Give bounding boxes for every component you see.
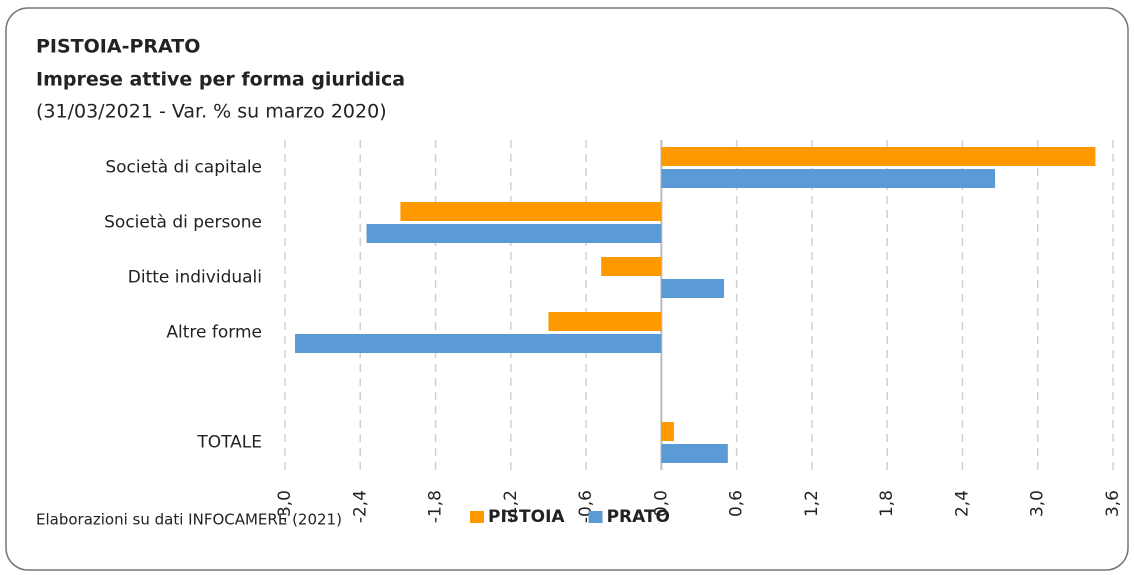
x-tick-label: 0,6 bbox=[727, 490, 747, 517]
bar bbox=[661, 169, 996, 188]
x-tick-label: 2,4 bbox=[952, 490, 972, 517]
x-tick-label: -2,4 bbox=[350, 490, 370, 523]
chart-caption: (31/03/2021 - Var. % su marzo 2020) bbox=[36, 101, 387, 123]
x-tick-label: 1,2 bbox=[802, 490, 822, 517]
x-tick-label: 0,0 bbox=[651, 490, 671, 517]
note: Elaborazioni su dati INFOCAMERE (2021) bbox=[36, 511, 342, 529]
x-tick-label: 3,6 bbox=[1103, 490, 1123, 517]
x-tick-label: -1,8 bbox=[426, 490, 446, 523]
x-tick-label: 1,8 bbox=[877, 490, 897, 517]
bar bbox=[661, 444, 728, 463]
bar bbox=[366, 224, 662, 243]
x-tick-label: -3,0 bbox=[275, 490, 295, 523]
y-tick-label: TOTALE bbox=[196, 433, 262, 453]
bar bbox=[295, 334, 662, 353]
bar bbox=[661, 147, 1096, 166]
legend-label: PISTOIA bbox=[488, 507, 565, 527]
legend-swatch bbox=[588, 511, 603, 523]
x-tick-label: 3,0 bbox=[1028, 490, 1048, 517]
x-tick-label: -1,2 bbox=[501, 490, 521, 523]
bar bbox=[548, 312, 662, 331]
chart-title: PISTOIA-PRATO bbox=[36, 36, 200, 58]
chart-subtitle: Imprese attive per forma giuridica bbox=[36, 69, 405, 91]
bar bbox=[601, 257, 662, 276]
y-tick-label: Società di capitale bbox=[105, 158, 262, 178]
bar bbox=[661, 279, 725, 298]
y-tick-label: Società di persone bbox=[104, 213, 262, 233]
legend-swatch bbox=[470, 511, 484, 523]
frame bbox=[5, 7, 1129, 571]
y-tick-label: Ditte individuali bbox=[128, 268, 262, 288]
bar bbox=[400, 202, 662, 221]
y-tick-label: Altre forme bbox=[166, 323, 262, 343]
legend-label: PRATO bbox=[607, 507, 670, 527]
bar bbox=[661, 422, 674, 441]
